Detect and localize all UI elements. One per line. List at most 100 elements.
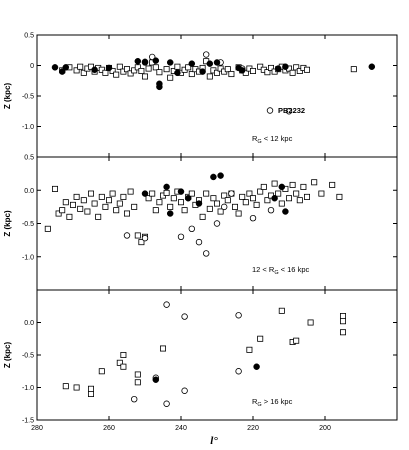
data-point-square [134,379,141,386]
data-point-open-circle [220,203,228,211]
data-point-square [336,193,343,200]
data-point-filled-circle [163,183,170,191]
data-point-square [163,66,170,73]
data-point-filled-circle [206,60,214,67]
data-point-filled-circle [177,188,185,195]
data-point-square [102,203,109,210]
data-point-square [88,385,95,392]
y-axis-label: Z (kpc) [3,342,12,369]
data-point-square [91,200,98,207]
data-point-square [120,363,127,370]
data-point-square [174,63,181,70]
data-point-square [239,193,246,200]
data-point-square [73,67,80,74]
data-point-open-circle [130,396,138,403]
data-point-square [311,179,318,186]
data-point-square [303,193,310,200]
data-point-square [257,63,264,70]
data-point-square [242,199,249,206]
x-tick-label: 240 [175,425,187,432]
panel-frame [36,289,398,421]
y-tick-label: -1.5 [22,418,34,425]
data-point-square [350,66,357,73]
y-tick-label: -1.0 [22,124,34,131]
data-point-square [289,69,296,76]
data-point-square [80,69,87,76]
data-point-square [145,195,152,202]
y-tick-label: -0.5 [22,221,34,228]
data-point-square [249,195,256,202]
data-point-square [120,193,127,200]
data-point-square [106,197,113,204]
data-point-filled-circle [199,68,206,75]
data-point-square [134,371,141,378]
data-point-square [253,201,260,208]
data-point-square [224,66,231,73]
legend-marker-open-circle [266,107,274,114]
data-point-square [167,203,174,210]
data-point-filled-circle [174,69,181,77]
data-point-filled-circle [134,57,142,65]
data-point-square [73,384,80,391]
y-tick-label: -1.0 [22,385,34,392]
data-point-filled-circle [253,363,260,370]
data-point-open-circle [141,234,149,242]
data-point-square [170,195,177,202]
data-point-filled-circle [278,183,286,191]
data-point-square [221,192,228,199]
data-point-open-circle [163,400,170,407]
data-point-square [156,199,163,206]
panel-range-label: RG > 16 kpc [252,397,293,408]
chart-panels: 0.5 0 -0.5 -1.0 Z (kpc) RG < 12 kpc PB2232 0.0 -… [3,33,398,432]
data-point-open-circle [235,368,242,375]
data-point-filled-circle [213,59,221,66]
data-point-filled-circle [152,57,160,64]
data-point-open-circle [123,232,131,239]
y-axis-label: Z (kpc) [3,83,12,110]
data-point-filled-circle [195,200,203,207]
y-tick-label: -1.0 [22,254,34,261]
data-point-square [203,190,210,197]
data-point-square [307,319,314,326]
data-point-square [188,71,195,78]
data-point-square [267,64,274,71]
x-tick-label: 260 [103,425,115,432]
data-point-filled-circle [141,190,149,197]
panel-frame [36,34,398,158]
data-point-square [98,193,105,200]
data-point-square [116,63,123,70]
data-point-square [264,69,271,76]
data-point-filled-circle [156,83,163,91]
data-point-square [59,207,66,214]
data-point-square [188,190,195,197]
data-point-square [210,195,217,202]
x-axis-label: l° [210,435,218,447]
data-point-square [109,190,116,197]
data-point-square [138,239,145,246]
data-point-filled-circle [238,67,246,74]
x-tick-label: 200 [319,425,331,432]
data-point-open-circle [213,220,221,227]
data-point-square [66,213,73,220]
data-point-filled-circle [274,65,282,72]
data-point-square [141,73,148,80]
data-point-square [156,69,163,76]
data-point-open-circle [181,387,188,394]
data-point-square [124,66,131,73]
y-tick-label: -0.5 [22,94,34,101]
data-point-square [264,197,271,204]
data-point-square [55,210,62,217]
data-point-open-circle [202,51,210,58]
data-point-square [102,69,109,76]
data-point-square [285,195,292,202]
data-point-square [131,203,138,210]
x-tick-label: 280 [31,425,43,432]
data-point-filled-circle [152,376,160,383]
data-point-square [339,318,346,325]
data-point-square [275,190,282,197]
data-point-square [70,201,77,208]
data-point-square [98,368,105,375]
panel-top: 0.5 0 -0.5 -1.0 Z (kpc) RG < 12 kpc PB2232 [3,33,398,158]
data-point-filled-circle [166,210,174,217]
data-point-square [217,65,224,72]
